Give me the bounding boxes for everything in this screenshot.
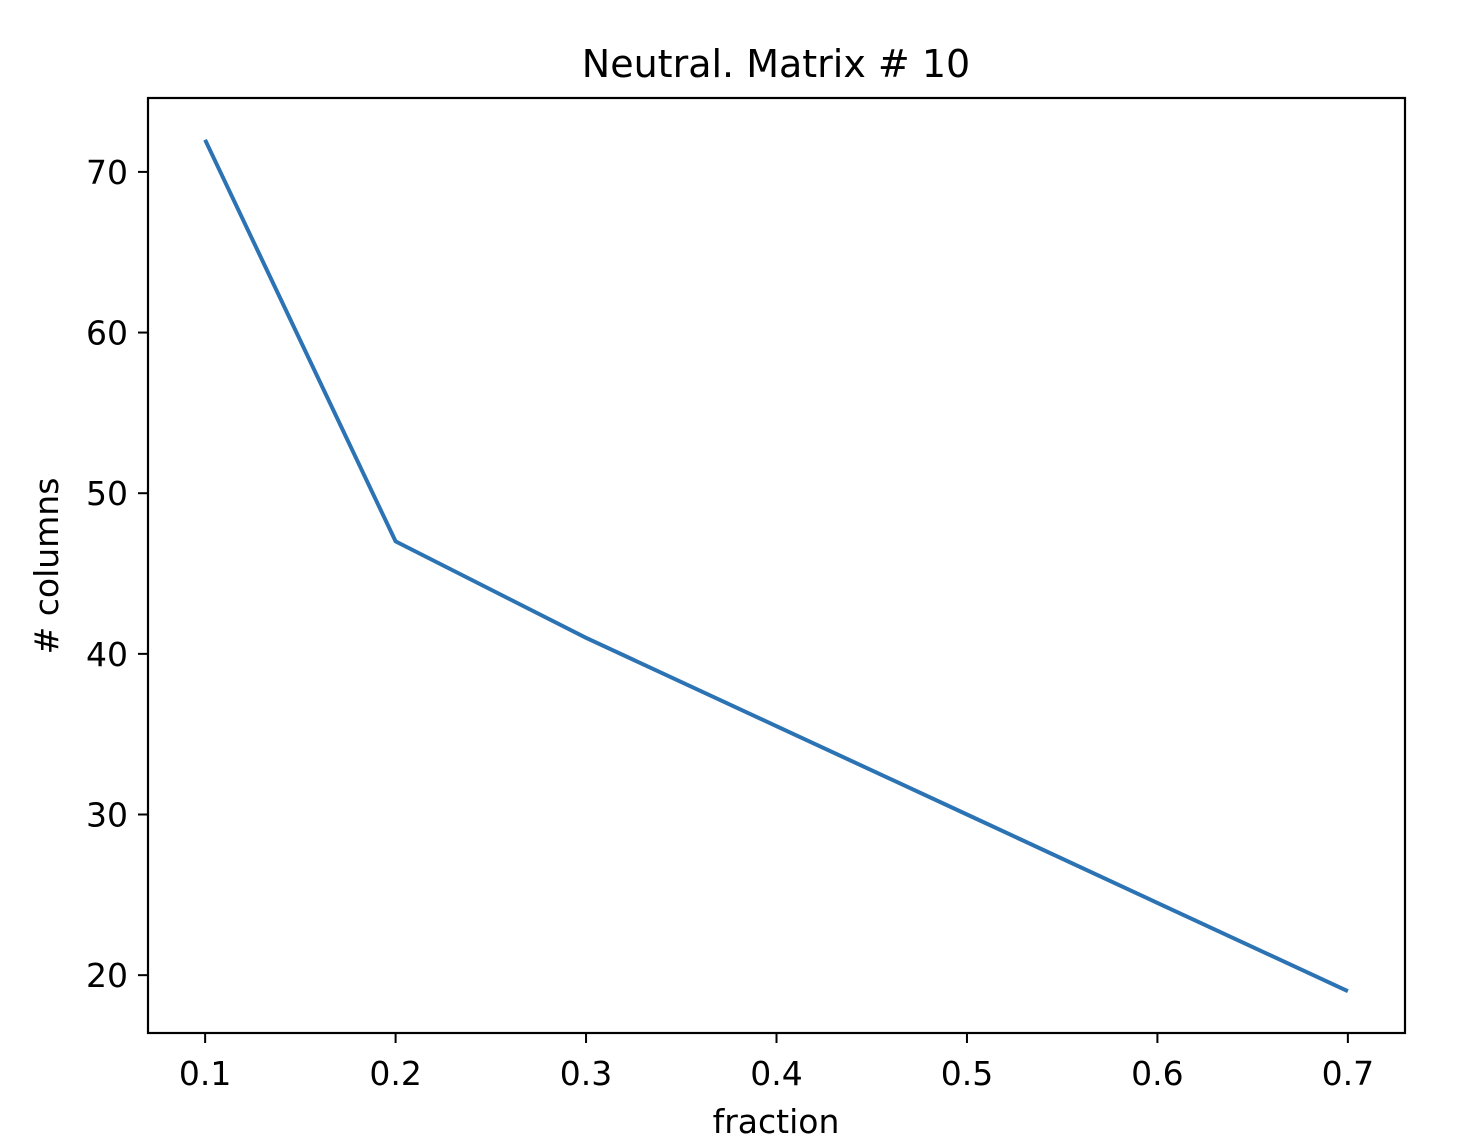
data-point	[586, 637, 587, 638]
y-tick-label: 50	[86, 474, 128, 513]
plot-area-frame	[146, 96, 1407, 1035]
chart-title: Neutral. Matrix # 10	[582, 42, 970, 86]
y-tick-label: 40	[86, 635, 128, 674]
data-point	[205, 139, 206, 140]
x-axis-label: fraction	[713, 1102, 840, 1141]
x-tick-label: 0.5	[941, 1054, 993, 1093]
x-tick-label: 0.4	[750, 1054, 802, 1093]
x-axis: 0.1 0.2 0.3 0.4 0.5 0.6 0.7	[179, 1033, 1374, 1093]
data-point	[966, 814, 967, 815]
series-line-0	[203, 138, 1349, 994]
data-point	[1347, 991, 1348, 992]
y-axis: 20 30 40 50 60 70	[86, 153, 148, 995]
series-layer	[203, 138, 1349, 994]
y-tick-label: 20	[86, 956, 128, 995]
y-tick-label: 30	[86, 796, 128, 835]
x-tick-label: 0.1	[179, 1054, 231, 1093]
x-tick-label: 0.7	[1322, 1054, 1374, 1093]
data-point	[395, 541, 396, 542]
x-tick-label: 0.6	[1131, 1054, 1183, 1093]
y-tick-label: 60	[86, 314, 128, 353]
y-tick-label: 70	[86, 153, 128, 192]
data-point	[776, 726, 777, 727]
x-tick-label: 0.2	[369, 1054, 421, 1093]
y-axis-label: # columns	[27, 478, 66, 655]
x-tick-label: 0.3	[560, 1054, 612, 1093]
data-point	[1157, 902, 1158, 903]
